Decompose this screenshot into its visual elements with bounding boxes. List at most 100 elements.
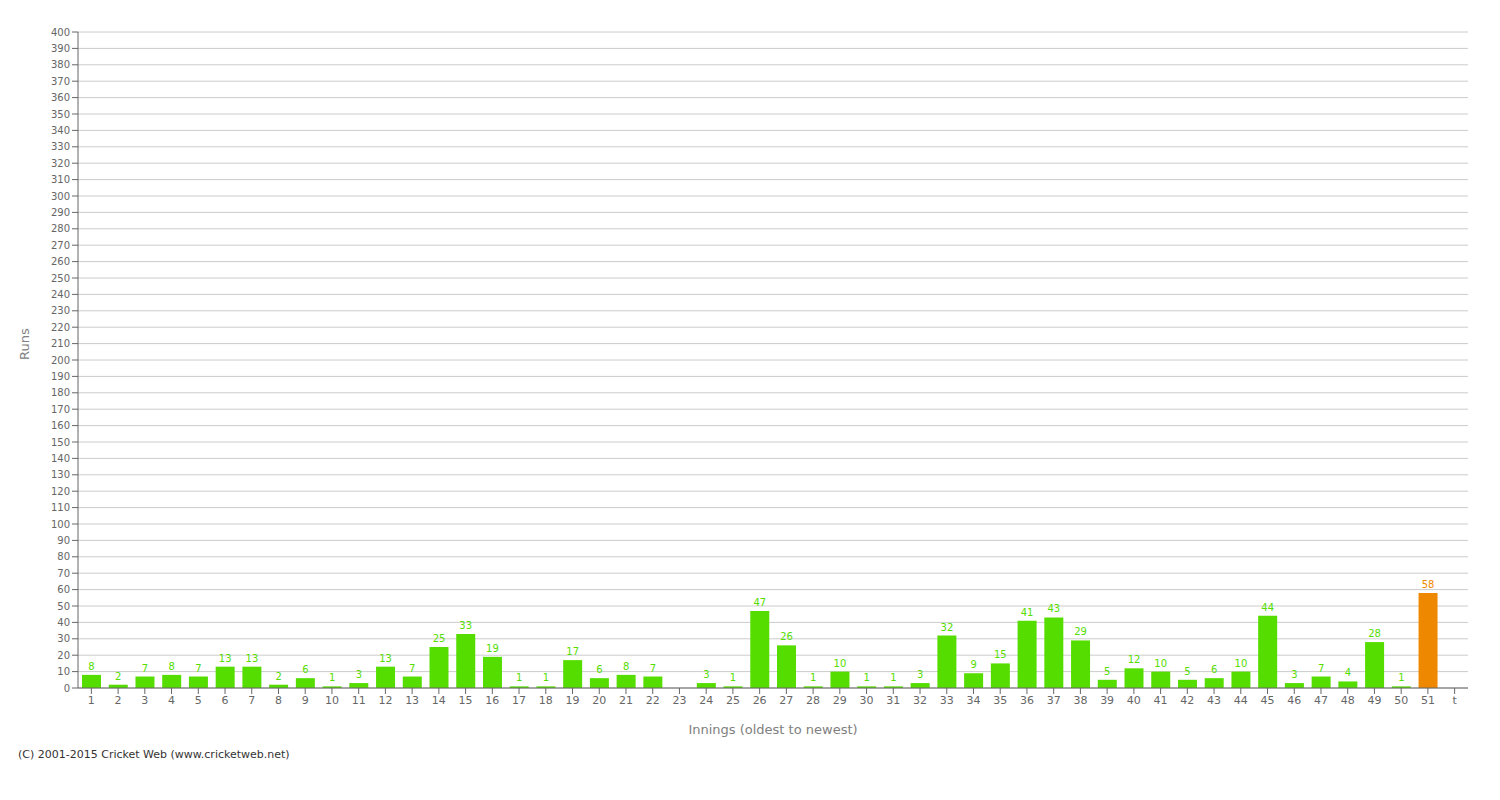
svg-text:8: 8 <box>169 661 175 672</box>
svg-text:20: 20 <box>57 650 70 661</box>
svg-text:10: 10 <box>57 666 70 677</box>
svg-text:340: 340 <box>51 125 70 136</box>
svg-text:7: 7 <box>248 694 255 707</box>
svg-text:36: 36 <box>1020 694 1034 707</box>
svg-text:8: 8 <box>275 694 282 707</box>
svg-text:13: 13 <box>246 653 259 664</box>
svg-text:120: 120 <box>51 486 70 497</box>
svg-text:44: 44 <box>1234 694 1248 707</box>
svg-text:220: 220 <box>51 322 70 333</box>
svg-text:13: 13 <box>219 653 232 664</box>
svg-text:29: 29 <box>1074 626 1087 637</box>
svg-text:50: 50 <box>57 601 70 612</box>
svg-text:41: 41 <box>1021 607 1034 618</box>
svg-text:400: 400 <box>51 27 70 38</box>
svg-text:37: 37 <box>1047 694 1061 707</box>
svg-text:390: 390 <box>51 43 70 54</box>
svg-text:18: 18 <box>539 694 553 707</box>
svg-text:3: 3 <box>356 669 362 680</box>
svg-text:380: 380 <box>51 59 70 70</box>
svg-text:33: 33 <box>940 694 954 707</box>
svg-text:210: 210 <box>51 338 70 349</box>
svg-text:48: 48 <box>1341 694 1355 707</box>
svg-text:46: 46 <box>1287 694 1301 707</box>
svg-text:33: 33 <box>459 620 472 631</box>
svg-text:t: t <box>1452 694 1457 707</box>
svg-text:28: 28 <box>1368 628 1381 639</box>
svg-text:90: 90 <box>57 535 70 546</box>
svg-text:170: 170 <box>51 404 70 415</box>
svg-text:9: 9 <box>970 659 976 670</box>
svg-text:51: 51 <box>1421 694 1435 707</box>
svg-text:24: 24 <box>699 694 713 707</box>
svg-text:190: 190 <box>51 371 70 382</box>
svg-text:40: 40 <box>57 617 70 628</box>
svg-text:60: 60 <box>57 584 70 595</box>
svg-text:130: 130 <box>51 469 70 480</box>
svg-text:Runs: Runs <box>17 328 32 360</box>
svg-text:6: 6 <box>596 664 602 675</box>
svg-text:17: 17 <box>566 646 579 657</box>
svg-text:2: 2 <box>275 671 281 682</box>
svg-text:250: 250 <box>51 273 70 284</box>
svg-text:20: 20 <box>592 694 606 707</box>
svg-text:28: 28 <box>806 694 820 707</box>
svg-text:360: 360 <box>51 92 70 103</box>
svg-text:34: 34 <box>966 694 980 707</box>
svg-text:3: 3 <box>703 669 709 680</box>
svg-text:6: 6 <box>222 694 229 707</box>
svg-text:7: 7 <box>650 663 656 674</box>
svg-text:50: 50 <box>1394 694 1408 707</box>
svg-text:47: 47 <box>753 597 766 608</box>
svg-text:32: 32 <box>913 694 927 707</box>
svg-text:8: 8 <box>623 661 629 672</box>
svg-text:14: 14 <box>432 694 446 707</box>
svg-text:30: 30 <box>57 633 70 644</box>
svg-text:330: 330 <box>51 141 70 152</box>
svg-text:1: 1 <box>890 672 896 683</box>
svg-text:300: 300 <box>51 191 70 202</box>
svg-text:13: 13 <box>379 653 392 664</box>
svg-text:6: 6 <box>302 664 308 675</box>
svg-text:370: 370 <box>51 76 70 87</box>
svg-text:32: 32 <box>941 622 954 633</box>
svg-text:15: 15 <box>994 649 1007 660</box>
svg-text:41: 41 <box>1154 694 1168 707</box>
svg-text:0: 0 <box>64 683 70 694</box>
svg-text:Innings (oldest to newest): Innings (oldest to newest) <box>688 722 857 737</box>
svg-text:10: 10 <box>1235 658 1248 669</box>
svg-text:4: 4 <box>168 694 175 707</box>
svg-text:7: 7 <box>195 663 201 674</box>
svg-text:150: 150 <box>51 437 70 448</box>
svg-text:2: 2 <box>115 694 122 707</box>
svg-text:260: 260 <box>51 256 70 267</box>
svg-text:1: 1 <box>329 672 335 683</box>
svg-text:29: 29 <box>833 694 847 707</box>
svg-text:1: 1 <box>810 672 816 683</box>
svg-text:15: 15 <box>459 694 473 707</box>
svg-text:280: 280 <box>51 223 70 234</box>
svg-text:180: 180 <box>51 387 70 398</box>
svg-text:4: 4 <box>1345 667 1351 678</box>
svg-text:270: 270 <box>51 240 70 251</box>
svg-text:1: 1 <box>88 694 95 707</box>
svg-text:47: 47 <box>1314 694 1328 707</box>
svg-text:1: 1 <box>864 672 870 683</box>
svg-text:310: 310 <box>51 174 70 185</box>
svg-text:10: 10 <box>1154 658 1167 669</box>
svg-text:19: 19 <box>486 643 499 654</box>
svg-text:17: 17 <box>512 694 526 707</box>
svg-text:1: 1 <box>1398 672 1404 683</box>
svg-text:2: 2 <box>115 671 121 682</box>
svg-text:200: 200 <box>51 355 70 366</box>
svg-text:10: 10 <box>325 694 339 707</box>
svg-text:9: 9 <box>302 694 309 707</box>
svg-text:1: 1 <box>543 672 549 683</box>
svg-text:13: 13 <box>405 694 419 707</box>
svg-text:3: 3 <box>141 694 148 707</box>
svg-text:26: 26 <box>753 694 767 707</box>
svg-text:5: 5 <box>1184 666 1190 677</box>
svg-text:3: 3 <box>1291 669 1297 680</box>
svg-text:31: 31 <box>886 694 900 707</box>
svg-text:240: 240 <box>51 289 70 300</box>
